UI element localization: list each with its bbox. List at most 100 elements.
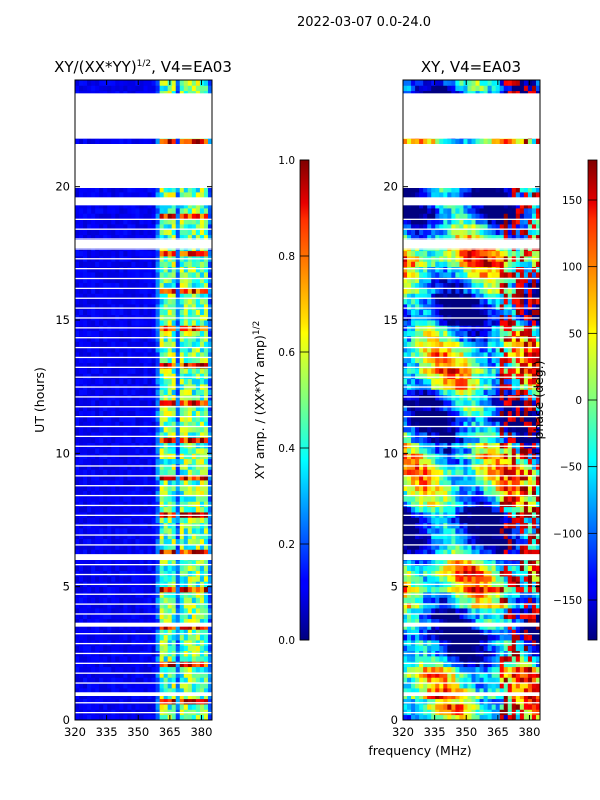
heatmap2-cell: [495, 602, 501, 609]
heatmap2-cell: [427, 682, 432, 689]
heatmap1-cell: [135, 682, 141, 689]
heatmap1-cell: [115, 282, 120, 289]
heatmap1-cell: [147, 405, 153, 412]
heatmap1-cell: [187, 341, 193, 348]
heatmap1-cell: [79, 634, 84, 641]
heatmap1-cell: [191, 80, 197, 86]
heatmap1-cell: [75, 485, 80, 492]
heatmap1-cell: [99, 336, 104, 342]
heatmap1-cell: [187, 224, 193, 230]
heatmap1-cell: [163, 464, 169, 470]
heatmap1-cell: [167, 336, 173, 342]
heatmap2-cell: [475, 640, 481, 646]
heatmap1-cell: [103, 208, 108, 214]
heatmap1-cell: [135, 362, 141, 369]
heatmap1-cell: [163, 693, 169, 700]
heatmap1-cell: [99, 672, 104, 678]
heatmap2-cell: [443, 714, 448, 720]
heatmap1-cell: [143, 560, 149, 566]
heatmap1-cell: [167, 229, 173, 236]
heatmap1-cell: [175, 309, 181, 316]
heatmap2-cell: [507, 629, 513, 636]
heatmap2-cell: [439, 714, 444, 720]
heatmap1-cell: [143, 656, 149, 662]
heatmap2-cell: [511, 693, 517, 700]
heatmap1-cell: [87, 218, 92, 225]
heatmap1-cell: [115, 400, 120, 406]
heatmap1-cell: [143, 570, 149, 577]
heatmap1-cell: [147, 565, 153, 572]
heatmap1-cell: [167, 496, 173, 502]
heatmap1-cell: [123, 666, 128, 673]
heatmap1-cell: [143, 624, 149, 630]
heatmap1-cell: [139, 613, 145, 620]
heatmap1-cell: [175, 666, 181, 673]
heatmap1-cell: [187, 288, 193, 294]
heatmap1-cell: [199, 576, 205, 582]
heatmap1-cell: [111, 677, 116, 684]
heatmap1-cell: [147, 261, 153, 268]
heatmap1-cell: [87, 560, 92, 566]
heatmap2-cell: [467, 688, 473, 694]
heatmap1-cell: [175, 533, 181, 540]
heatmap1-cell: [187, 496, 193, 502]
heatmap1-cell: [87, 693, 92, 700]
heatmap1-cell: [155, 202, 161, 209]
heatmap1-cell: [175, 346, 181, 353]
heatmap1-cell: [91, 298, 96, 305]
heatmap2-cell: [435, 698, 440, 705]
heatmap1-cell: [103, 352, 108, 358]
heatmap2-cell: [499, 693, 505, 700]
heatmap1-cell: [207, 352, 212, 358]
heatmap2-cell: [419, 608, 424, 614]
heatmap1-cell: [139, 437, 145, 444]
heatmap1-cell: [187, 613, 193, 620]
heatmap1-cell: [135, 565, 141, 572]
heatmap1-cell: [123, 410, 128, 417]
heatmap1-cell: [179, 293, 185, 300]
heatmap1-cell: [183, 714, 189, 720]
heatmap1-cell: [175, 538, 181, 545]
heatmap1-cell: [195, 426, 201, 433]
heatmap1-cell: [191, 688, 197, 694]
heatmap1-cell: [79, 250, 84, 257]
heatmap1-cell: [179, 85, 185, 92]
heatmap1-cell: [75, 80, 80, 86]
heatmap1-cell: [143, 357, 149, 364]
heatmap1-cell: [195, 304, 201, 310]
heatmap2-cell: [479, 640, 485, 646]
heatmap1-cell: [203, 432, 209, 438]
heatmap1-cell: [119, 597, 124, 604]
heatmap1-cell: [111, 410, 116, 417]
heatmap1-cell: [111, 469, 116, 476]
heatmap1-cell: [79, 426, 84, 433]
heatmap1-cell: [167, 565, 173, 572]
heatmap2-cell: [483, 682, 489, 689]
heatmap1-cell: [135, 432, 141, 438]
heatmap1-cell: [167, 533, 173, 540]
heatmap1-cell: [163, 490, 169, 497]
heatmap2-cell: [403, 677, 408, 684]
heatmap2-cell: [535, 629, 540, 636]
heatmap1-cell: [163, 597, 169, 604]
heatmap1-cell: [87, 480, 92, 486]
heatmap1-cell: [187, 474, 193, 481]
heatmap2-cell: [431, 682, 436, 689]
heatmap1-cell: [147, 202, 153, 209]
heatmap2-cell: [523, 645, 529, 652]
heatmap1-cell: [111, 570, 116, 577]
heatmap1-cell: [159, 293, 165, 300]
heatmap1-cell: [123, 704, 128, 710]
heatmap2-cell: [427, 704, 432, 710]
heatmap1-cell: [135, 464, 141, 470]
heatmap1-cell: [95, 261, 100, 268]
heatmap1-cell: [107, 544, 112, 550]
heatmap2-cell: [491, 629, 497, 636]
heatmap1-cell: [167, 613, 173, 620]
heatmap1-cell: [79, 490, 84, 497]
heatmap1-cell: [179, 410, 185, 417]
heatmap1-cell: [151, 528, 157, 534]
heatmap1-cell: [79, 677, 84, 684]
heatmap1-cell: [167, 501, 173, 508]
heatmap1-cell: [83, 485, 88, 492]
